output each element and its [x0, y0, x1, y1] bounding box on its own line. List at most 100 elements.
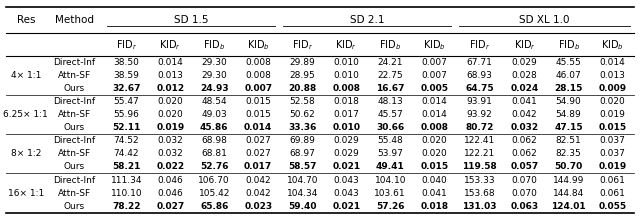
- Text: 0.015: 0.015: [245, 110, 271, 119]
- Text: 82.51: 82.51: [556, 136, 582, 145]
- Text: $\mathrm{FID}_r$: $\mathrm{FID}_r$: [469, 38, 490, 52]
- Text: 110.10: 110.10: [111, 189, 142, 197]
- Text: 16× 1:1: 16× 1:1: [8, 189, 44, 197]
- Text: 0.037: 0.037: [600, 150, 625, 158]
- Text: 0.027: 0.027: [245, 150, 271, 158]
- Text: 0.041: 0.041: [512, 97, 538, 106]
- Text: 144.99: 144.99: [553, 176, 584, 184]
- Text: $\mathrm{KID}_r$: $\mathrm{KID}_r$: [514, 38, 536, 52]
- Text: 67.71: 67.71: [467, 58, 492, 67]
- Text: 0.018: 0.018: [333, 97, 359, 106]
- Text: 111.34: 111.34: [111, 176, 142, 184]
- Text: 0.028: 0.028: [512, 71, 538, 80]
- Text: $\mathrm{KID}_b$: $\mathrm{KID}_b$: [601, 38, 624, 52]
- Text: 0.019: 0.019: [598, 163, 627, 171]
- Text: 0.062: 0.062: [512, 136, 538, 145]
- Text: 0.020: 0.020: [600, 97, 625, 106]
- Text: Ours: Ours: [63, 123, 84, 132]
- Text: 106.70: 106.70: [198, 176, 230, 184]
- Text: 0.041: 0.041: [421, 189, 447, 197]
- Text: 69.89: 69.89: [289, 136, 315, 145]
- Text: 0.061: 0.061: [600, 176, 625, 184]
- Text: 0.023: 0.023: [244, 202, 272, 211]
- Text: 0.019: 0.019: [600, 110, 625, 119]
- Text: 0.042: 0.042: [245, 189, 271, 197]
- Text: 20.88: 20.88: [288, 84, 316, 93]
- Text: $\mathrm{KID}_r$: $\mathrm{KID}_r$: [159, 38, 181, 52]
- Text: 0.042: 0.042: [512, 110, 538, 119]
- Text: 50.62: 50.62: [289, 110, 315, 119]
- Text: 0.020: 0.020: [421, 150, 447, 158]
- Text: 52.11: 52.11: [112, 123, 140, 132]
- Text: 65.86: 65.86: [200, 202, 228, 211]
- Text: 0.017: 0.017: [244, 163, 273, 171]
- Text: 105.42: 105.42: [198, 189, 230, 197]
- Text: 54.90: 54.90: [556, 97, 582, 106]
- Text: 0.007: 0.007: [244, 84, 272, 93]
- Text: 0.015: 0.015: [245, 97, 271, 106]
- Text: 104.34: 104.34: [287, 189, 318, 197]
- Text: Direct-Inf: Direct-Inf: [53, 58, 95, 67]
- Text: 55.47: 55.47: [113, 97, 139, 106]
- Text: 103.61: 103.61: [374, 189, 406, 197]
- Text: 55.48: 55.48: [378, 136, 403, 145]
- Text: 82.35: 82.35: [556, 150, 582, 158]
- Text: 64.75: 64.75: [465, 84, 493, 93]
- Text: 0.013: 0.013: [157, 71, 183, 80]
- Text: 0.010: 0.010: [332, 123, 360, 132]
- Text: Ours: Ours: [63, 202, 84, 211]
- Text: 49.03: 49.03: [202, 110, 227, 119]
- Text: 55.96: 55.96: [113, 110, 140, 119]
- Text: 74.52: 74.52: [113, 136, 139, 145]
- Text: 0.062: 0.062: [512, 150, 538, 158]
- Text: 0.008: 0.008: [245, 71, 271, 80]
- Text: 0.020: 0.020: [157, 110, 183, 119]
- Text: 0.032: 0.032: [511, 123, 539, 132]
- Text: 57.26: 57.26: [376, 202, 404, 211]
- Text: $\mathrm{FID}_r$: $\mathrm{FID}_r$: [292, 38, 313, 52]
- Text: Method: Method: [54, 15, 93, 25]
- Text: $\mathrm{FID}_r$: $\mathrm{FID}_r$: [116, 38, 137, 52]
- Text: SD XL 1.0: SD XL 1.0: [519, 15, 570, 25]
- Text: 0.029: 0.029: [333, 150, 359, 158]
- Text: 0.027: 0.027: [245, 136, 271, 145]
- Text: 104.10: 104.10: [374, 176, 406, 184]
- Text: 30.66: 30.66: [376, 123, 404, 132]
- Text: 0.015: 0.015: [420, 163, 448, 171]
- Text: Direct-Inf: Direct-Inf: [53, 97, 95, 106]
- Text: 68.97: 68.97: [289, 150, 315, 158]
- Text: 4× 1:1: 4× 1:1: [11, 71, 41, 80]
- Text: 153.33: 153.33: [463, 176, 495, 184]
- Text: 0.015: 0.015: [598, 123, 627, 132]
- Text: 0.055: 0.055: [598, 202, 627, 211]
- Text: 131.03: 131.03: [462, 202, 497, 211]
- Text: 29.89: 29.89: [289, 58, 315, 67]
- Text: $\mathrm{KID}_r$: $\mathrm{KID}_r$: [335, 38, 357, 52]
- Text: 0.032: 0.032: [157, 136, 183, 145]
- Text: 104.70: 104.70: [287, 176, 318, 184]
- Text: 59.40: 59.40: [288, 202, 317, 211]
- Text: 0.070: 0.070: [512, 176, 538, 184]
- Text: 0.012: 0.012: [156, 84, 184, 93]
- Text: $\mathrm{FID}_b$: $\mathrm{FID}_b$: [204, 38, 225, 52]
- Text: 52.58: 52.58: [289, 97, 315, 106]
- Text: 45.57: 45.57: [378, 110, 403, 119]
- Text: 48.13: 48.13: [378, 97, 403, 106]
- Text: 29.30: 29.30: [202, 71, 227, 80]
- Text: 49.41: 49.41: [376, 163, 404, 171]
- Text: 0.008: 0.008: [245, 58, 271, 67]
- Text: 0.008: 0.008: [332, 84, 360, 93]
- Text: 0.005: 0.005: [420, 84, 448, 93]
- Text: 0.009: 0.009: [598, 84, 627, 93]
- Text: 93.92: 93.92: [467, 110, 492, 119]
- Text: Ours: Ours: [63, 163, 84, 171]
- Text: 144.84: 144.84: [553, 189, 584, 197]
- Text: 0.021: 0.021: [332, 163, 360, 171]
- Text: 124.01: 124.01: [551, 202, 586, 211]
- Text: 24.21: 24.21: [378, 58, 403, 67]
- Text: 0.063: 0.063: [511, 202, 539, 211]
- Text: 0.022: 0.022: [156, 163, 184, 171]
- Text: 0.027: 0.027: [156, 202, 184, 211]
- Text: Direct-Inf: Direct-Inf: [53, 136, 95, 145]
- Text: 0.008: 0.008: [420, 123, 448, 132]
